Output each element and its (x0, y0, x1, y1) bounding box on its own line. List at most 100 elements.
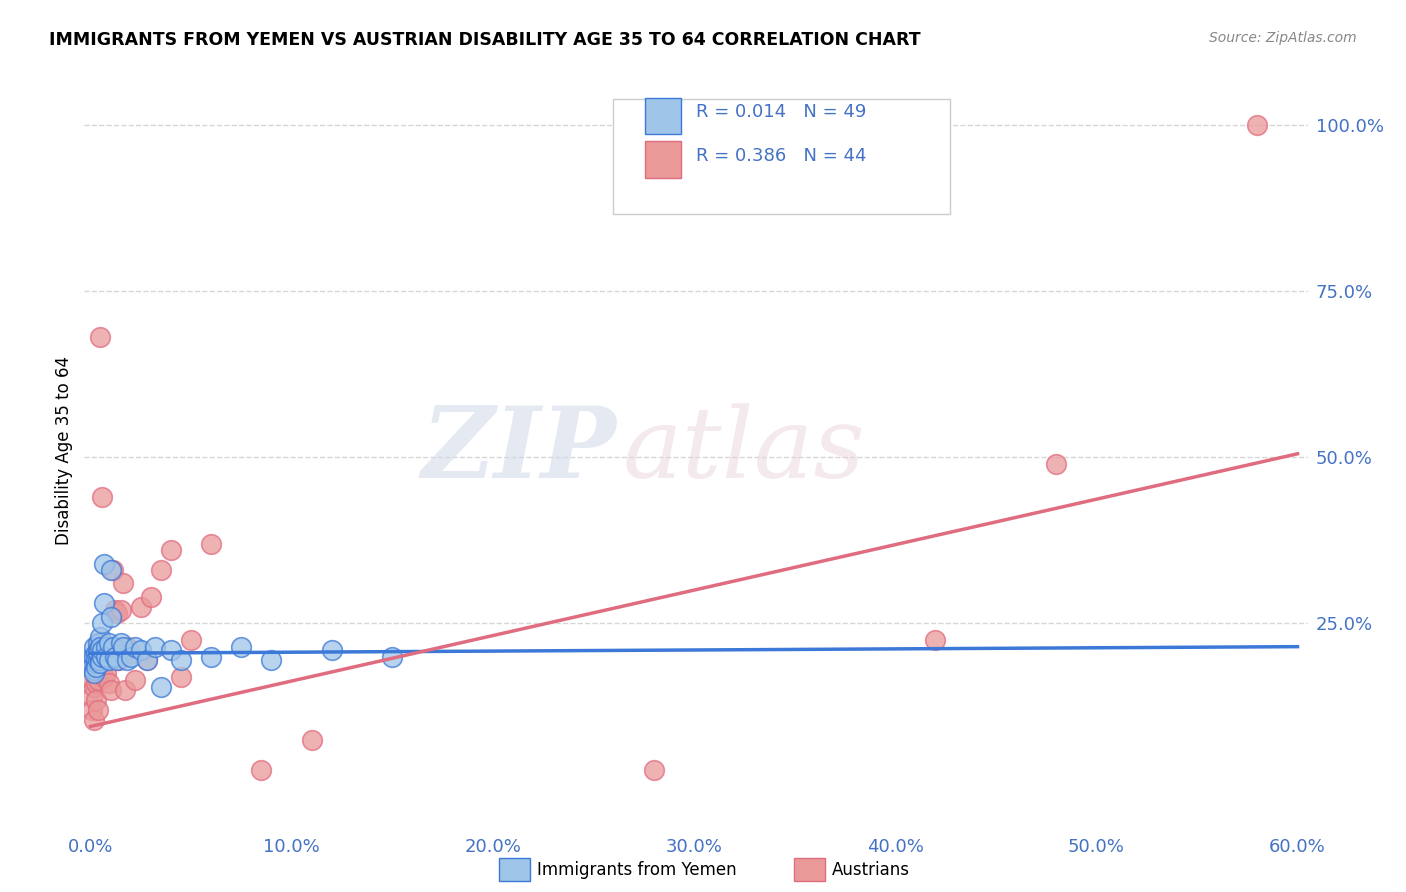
FancyBboxPatch shape (613, 99, 950, 214)
Point (91, 490, 114, 504)
Point (103, 649, 125, 664)
Point (101, 563, 124, 577)
FancyBboxPatch shape (644, 98, 682, 135)
Point (89, 330, 111, 344)
Point (301, 732, 323, 747)
Point (91, 616, 114, 631)
Point (129, 643, 152, 657)
Point (83, 713, 105, 727)
Point (105, 653, 128, 667)
Point (83, 649, 105, 664)
Point (200, 649, 222, 664)
Point (82, 649, 104, 664)
Point (100, 563, 122, 577)
Point (105, 607, 128, 621)
Point (110, 603, 132, 617)
Point (83, 663, 105, 677)
Point (200, 536, 222, 550)
Point (91, 643, 114, 657)
Point (82, 653, 104, 667)
Point (86, 653, 108, 667)
Point (82, 703, 104, 717)
Point (135, 653, 157, 667)
Point (115, 653, 138, 667)
Point (120, 649, 142, 664)
Point (643, 763, 665, 777)
Text: ZIP: ZIP (422, 402, 616, 499)
Point (97, 636, 120, 650)
Point (89, 630, 111, 644)
Point (110, 636, 132, 650)
Point (170, 670, 193, 684)
Point (86, 657, 108, 671)
Point (89, 636, 111, 650)
Point (83, 680, 105, 694)
Point (87, 636, 110, 650)
Point (96, 640, 118, 654)
Point (89, 657, 111, 671)
Point (381, 649, 404, 664)
Text: Source: ZipAtlas.com: Source: ZipAtlas.com (1209, 31, 1357, 45)
Point (86, 659, 108, 673)
Point (86, 646, 108, 660)
Point (101, 640, 124, 654)
Text: Austrians: Austrians (832, 861, 910, 879)
Point (82, 659, 104, 673)
Y-axis label: Disability Age 35 to 64: Disability Age 35 to 64 (55, 356, 73, 545)
Point (139, 590, 162, 604)
Point (87, 643, 110, 657)
Point (89, 653, 111, 667)
Point (91, 649, 114, 664)
Point (82, 690, 104, 704)
Point (89, 653, 111, 667)
Point (114, 682, 136, 697)
Text: R = 0.386   N = 44: R = 0.386 N = 44 (696, 146, 866, 164)
Point (96, 649, 118, 664)
FancyBboxPatch shape (644, 141, 682, 178)
Point (143, 640, 166, 654)
Point (135, 653, 157, 667)
Point (87, 646, 110, 660)
Point (124, 640, 146, 654)
Point (170, 653, 193, 667)
Point (86, 676, 108, 690)
Point (160, 643, 183, 657)
Point (87, 653, 110, 667)
Text: IMMIGRANTS FROM YEMEN VS AUSTRIAN DISABILITY AGE 35 TO 64 CORRELATION CHART: IMMIGRANTS FROM YEMEN VS AUSTRIAN DISABI… (49, 31, 921, 49)
Point (124, 673, 146, 687)
Point (107, 653, 129, 667)
Point (96, 666, 118, 681)
Point (83, 666, 105, 681)
Point (180, 633, 202, 648)
Point (321, 643, 343, 657)
Point (111, 640, 134, 654)
Point (86, 693, 108, 707)
Point (1246, 118, 1268, 132)
Point (97, 653, 120, 667)
Text: Immigrants from Yemen: Immigrants from Yemen (537, 861, 737, 879)
Point (231, 640, 253, 654)
Point (93, 557, 115, 571)
Point (160, 543, 183, 558)
Point (87, 673, 110, 687)
Point (89, 640, 111, 654)
Point (111, 576, 134, 591)
Point (129, 599, 152, 614)
Point (250, 763, 273, 777)
Point (100, 609, 122, 624)
Point (103, 603, 125, 617)
Point (120, 646, 142, 660)
Point (149, 680, 172, 694)
Point (83, 653, 105, 667)
Point (115, 640, 138, 654)
Point (97, 676, 120, 690)
Point (100, 682, 122, 697)
Point (93, 670, 115, 684)
Point (87, 703, 110, 717)
Text: R = 0.014   N = 49: R = 0.014 N = 49 (696, 103, 866, 121)
Point (82, 673, 104, 687)
Point (93, 596, 115, 610)
Point (260, 653, 283, 667)
Point (149, 563, 172, 577)
Point (93, 643, 115, 657)
